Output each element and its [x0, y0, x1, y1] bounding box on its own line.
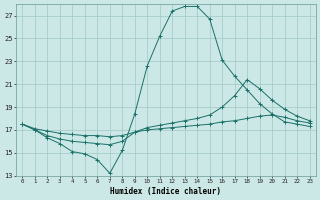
X-axis label: Humidex (Indice chaleur): Humidex (Indice chaleur): [110, 187, 221, 196]
